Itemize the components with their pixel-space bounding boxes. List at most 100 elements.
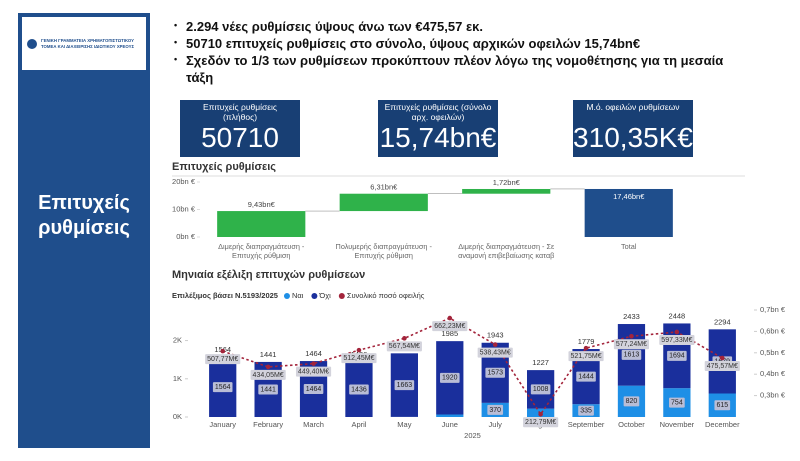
line-marker <box>265 364 271 370</box>
total-label: 1943 <box>487 331 504 340</box>
line-label: 434,05M€ <box>253 372 284 379</box>
line-label-group: 449,40M€ <box>295 366 332 377</box>
line-label: 212,79M€ <box>525 419 556 426</box>
sidebar: ΓΕΝΙΚΗ ΓΡΑΜΜΑΤΕΙΑ ΧΡΗΜΑΤΟΠΙΣΤΩΤΙΚΟΥ ΤΟΜΕ… <box>18 13 150 448</box>
line-marker <box>447 315 453 321</box>
y2-tick-label: 0,6bn € <box>760 326 786 335</box>
segment-label-bg <box>621 349 642 360</box>
y-tick-label: 2K <box>173 336 182 345</box>
segment-label: 335 <box>580 407 592 414</box>
line-label-bg <box>250 369 286 380</box>
segment-label-group: 1008 <box>530 384 551 395</box>
line-label: 538,43M€ <box>480 349 511 356</box>
line-label: 475,57M€ <box>707 363 738 370</box>
segment-label-bg <box>394 380 415 391</box>
line-label-bg <box>386 341 422 352</box>
segment-label: 1694 <box>669 353 685 360</box>
kpi-card: Επιτυχείς ρυθμίσεις (πλήθος) 50710 <box>180 100 300 157</box>
x-tick-label: October <box>618 420 645 429</box>
kpi-label: Επιτυχείς ρυθμίσεις (σύνολο αρχ. οφειλών… <box>384 102 492 122</box>
line-label: 507,77M€ <box>207 356 238 363</box>
bullet: Σχεδόν το 1/3 των ρυθμίσεων προκύπτουν π… <box>174 51 744 86</box>
page-title: Επιτυχείς ρυθμίσεις <box>38 192 130 239</box>
value-label: 9,43bn€ <box>248 200 276 209</box>
x-tick-label: March <box>303 420 324 429</box>
value-label: 1,72bn€ <box>493 178 521 187</box>
kpi-value: 15,74bn€ <box>379 122 497 153</box>
segment-label: 1920 <box>442 375 458 382</box>
line-label-bg <box>341 353 377 364</box>
line-label: 449,40M€ <box>298 368 329 375</box>
bar-segment <box>436 414 464 417</box>
segment-label: 754 <box>671 399 683 406</box>
segment-label-bg <box>258 384 278 395</box>
bar <box>584 188 673 237</box>
line-label-bg <box>295 366 332 377</box>
segment-label-group: 1464 <box>303 384 324 395</box>
segment-label-bg <box>440 372 460 383</box>
category-label: Διμερής διαπραγμάτευση - Επιτυχής ρύθμισ… <box>218 242 305 260</box>
line-label-group: 434,05M€ <box>250 369 286 380</box>
segment-label-bg <box>669 397 685 408</box>
line-marker <box>492 342 498 347</box>
line-label: 662,23M€ <box>434 323 465 330</box>
category-label: Διμερής διαπραγμάτευση - Σε αναμονή επιβ… <box>458 242 555 260</box>
segment-label-group: 754 <box>669 397 685 408</box>
segment-label: 1464 <box>306 386 322 393</box>
x-tick-label: July <box>489 420 503 429</box>
value-label: 6,31bn€ <box>370 183 398 192</box>
line-label-bg <box>523 417 559 428</box>
segment-label: 1008 <box>533 386 549 393</box>
line-marker <box>356 347 362 353</box>
legend-swatch <box>338 293 345 299</box>
total-label: 1985 <box>441 329 458 338</box>
line-label: 597,33M€ <box>661 337 692 344</box>
total-label: 1779 <box>578 337 595 346</box>
segment-label: 1436 <box>351 386 367 393</box>
segment-label-group: 615 <box>714 400 731 411</box>
legend-label: Ναι <box>292 291 304 300</box>
line-label-group: 577,24M€ <box>613 339 650 350</box>
segment-label-group: 820 <box>623 396 640 407</box>
kpi-value: 50710 <box>201 122 279 153</box>
logo-emblem <box>27 38 37 49</box>
line-label-bg <box>477 347 513 358</box>
chart-title: Επιτυχείς ρυθμίσεις <box>172 161 276 173</box>
line-marker <box>674 329 680 335</box>
kpi-label: Μ.ό. οφειλών ρυθμίσεων <box>586 102 680 112</box>
total-label: 2294 <box>714 317 731 326</box>
line-label-bg <box>659 334 695 345</box>
bar <box>462 188 551 194</box>
segment-label-bg <box>349 384 369 395</box>
y2-tick-label: 0,3bn € <box>760 391 786 400</box>
x-tick-label: September <box>568 420 605 429</box>
segment-label-group: 1694 <box>667 350 687 361</box>
kpi-card: Μ.ό. οφειλών ρυθμίσεων 310,35K€ <box>573 100 693 157</box>
x-tick-label: January <box>209 420 236 429</box>
line-label-bg <box>432 321 468 332</box>
legend-label: Συνολικό ποσό οφειλής <box>347 291 425 300</box>
segment-label-group: 1436 <box>349 384 369 395</box>
segment-label-group: 335 <box>578 405 594 416</box>
segment-label: 1663 <box>397 382 413 389</box>
kpi-card: Επιτυχείς ρυθμίσεις (σύνολο αρχ. οφειλών… <box>378 100 498 157</box>
line-label-bg <box>613 339 650 350</box>
segment-label-group: 1573 <box>485 367 505 378</box>
x-tick-label: November <box>660 420 695 429</box>
line-marker <box>629 333 634 339</box>
line-marker <box>583 345 589 351</box>
line-marker <box>402 336 407 341</box>
bar <box>339 193 428 212</box>
total-label: 1441 <box>260 350 277 359</box>
segment-label-group: 1920 <box>440 372 460 383</box>
segment-label: 820 <box>626 398 638 405</box>
segment-label-group: 370 <box>487 404 504 415</box>
segment-label: 1573 <box>487 370 503 377</box>
y-tick-label: 1K <box>173 374 182 383</box>
y2-tick-label: 0,5bn € <box>760 348 786 357</box>
bullet: 50710 επιτυχείς ρυθμίσεις στο σύνολο, ύψ… <box>174 34 744 52</box>
line-label-bg <box>205 354 241 365</box>
